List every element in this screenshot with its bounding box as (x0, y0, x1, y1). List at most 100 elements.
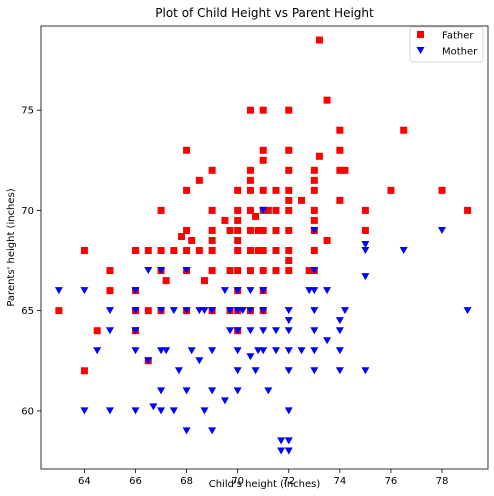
father-point (106, 267, 114, 275)
mother-point (284, 347, 293, 355)
father-point (315, 36, 323, 44)
legend-father-marker (417, 31, 424, 38)
mother-point (277, 447, 286, 455)
father-point (259, 146, 267, 154)
mother-point (310, 327, 319, 335)
father-point (285, 146, 293, 154)
mother-point (284, 327, 293, 335)
mother-point (131, 347, 140, 355)
father-point (183, 226, 191, 234)
mother-point (361, 247, 370, 255)
mother-point (335, 327, 344, 335)
father-point (208, 226, 216, 234)
father-point (246, 247, 254, 255)
y-tick-label: 75 (21, 106, 34, 117)
father-point (177, 232, 185, 240)
mother-point (335, 317, 344, 325)
mother-point (399, 247, 408, 255)
x-tick-label: 78 (436, 476, 449, 487)
mother-point (182, 427, 191, 435)
mother-point (131, 327, 140, 335)
mother-point (233, 327, 242, 335)
father-point (272, 226, 280, 234)
father-point (310, 176, 318, 184)
legend: Father Mother (409, 26, 484, 63)
father-point (132, 247, 140, 255)
father-point (106, 287, 114, 295)
mother-point (105, 327, 114, 335)
father-point (341, 166, 349, 174)
father-point (246, 267, 254, 275)
father-point (195, 176, 203, 184)
mother-point (297, 347, 306, 355)
mother-point (246, 287, 255, 295)
father-point (80, 367, 88, 375)
x-axis: 64 66 68 70 72 74 76 78 (78, 469, 448, 487)
mother-point (157, 407, 166, 415)
mother-point (264, 387, 273, 395)
father-point (387, 186, 395, 194)
mother-point (259, 327, 268, 335)
mother-point (361, 240, 370, 248)
mother-point (340, 307, 349, 315)
mother-point (80, 287, 89, 295)
father-point (252, 212, 260, 220)
legend-mother-label: Mother (442, 47, 478, 58)
mother-point (310, 367, 319, 375)
mother-point (93, 347, 102, 355)
father-point (336, 166, 344, 174)
mother-point (220, 397, 229, 405)
father-point (208, 206, 216, 214)
father-point (208, 166, 216, 174)
mother-point (174, 367, 183, 375)
mother-point (182, 387, 191, 395)
mother-point (144, 357, 153, 365)
father-point (157, 206, 165, 214)
father-point (226, 226, 234, 234)
father-point (464, 206, 472, 214)
mother-point (157, 387, 166, 395)
father-point (55, 307, 63, 315)
mother-point (157, 267, 166, 275)
father-point (259, 267, 267, 275)
father-point (200, 277, 208, 285)
father-point (157, 247, 165, 255)
y-tick-label: 70 (21, 206, 34, 217)
father-point (285, 166, 293, 174)
father-point (336, 196, 344, 204)
mother-point (169, 407, 178, 415)
father-point (310, 247, 318, 255)
father-point (80, 247, 88, 255)
mother-point (131, 287, 140, 295)
x-tick-label: 64 (78, 476, 91, 487)
mother-point (277, 437, 286, 445)
father-point (254, 247, 262, 255)
father-point (259, 106, 267, 114)
father-point (285, 196, 293, 204)
mother-point (361, 273, 370, 281)
mother-point (233, 367, 242, 375)
father-point (259, 247, 267, 255)
chart-title: Plot of Child Height vs Parent Height (155, 6, 374, 20)
mother-point (208, 347, 217, 355)
mother-point (310, 287, 319, 295)
mother-point (200, 307, 209, 315)
mother-point (144, 267, 153, 275)
father-point (285, 106, 293, 114)
mother-point (259, 307, 268, 315)
father-point (315, 152, 323, 160)
father-point (272, 247, 280, 255)
y-axis: 60 65 70 75 (21, 106, 41, 417)
father-point (246, 106, 254, 114)
father-point (246, 226, 254, 234)
father-point (234, 267, 242, 275)
x-tick-label: 68 (180, 476, 193, 487)
mother-point (361, 367, 370, 375)
mother-point (208, 307, 217, 315)
father-point (264, 206, 272, 214)
legend-box (409, 26, 484, 63)
father-point (234, 206, 242, 214)
y-tick-label: 60 (21, 406, 34, 417)
mother-point (157, 347, 166, 355)
mother-point (195, 357, 204, 365)
